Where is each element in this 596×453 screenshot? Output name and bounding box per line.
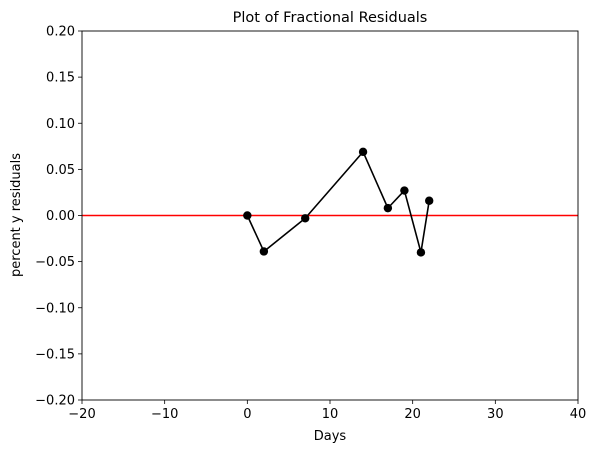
x-tick-label: 20 [404, 407, 421, 422]
x-tick-label: 0 [243, 407, 251, 422]
plot-area: −20 −10 0 10 20 30 40 −0.20 −0.15 −0.10 −0.05 0.00 0… [35, 25, 586, 423]
x-tick-label: 30 [487, 407, 504, 422]
y-tick-label: −0.15 [35, 347, 75, 362]
data-point [301, 214, 309, 222]
x-tick-label: −20 [68, 407, 95, 422]
y-tick-label: 0.10 [46, 117, 75, 132]
data-point [359, 148, 367, 156]
data-point [425, 197, 433, 205]
x-tick-label: 10 [322, 407, 339, 422]
x-tick-label: −10 [151, 407, 178, 422]
y-tick-label: 0.20 [46, 25, 75, 40]
data-point [400, 186, 408, 194]
data-point [260, 247, 268, 255]
y-tick-label: −0.20 [35, 394, 75, 409]
y-tick-label: 0.05 [46, 163, 75, 178]
y-tick-label: −0.10 [35, 301, 75, 316]
series-line [247, 152, 429, 253]
y-tick-label: 0.15 [46, 71, 75, 86]
x-axis-label: Days [314, 429, 347, 444]
data-point [417, 248, 425, 256]
y-tick-label: −0.05 [35, 255, 75, 270]
data-point [243, 211, 251, 219]
data-point [384, 204, 392, 212]
y-axis-label: percent y residuals [9, 153, 24, 277]
y-tick-label: 0.00 [46, 209, 75, 224]
x-tick-label: 40 [570, 407, 587, 422]
chart-title: Plot of Fractional Residuals [233, 10, 428, 26]
